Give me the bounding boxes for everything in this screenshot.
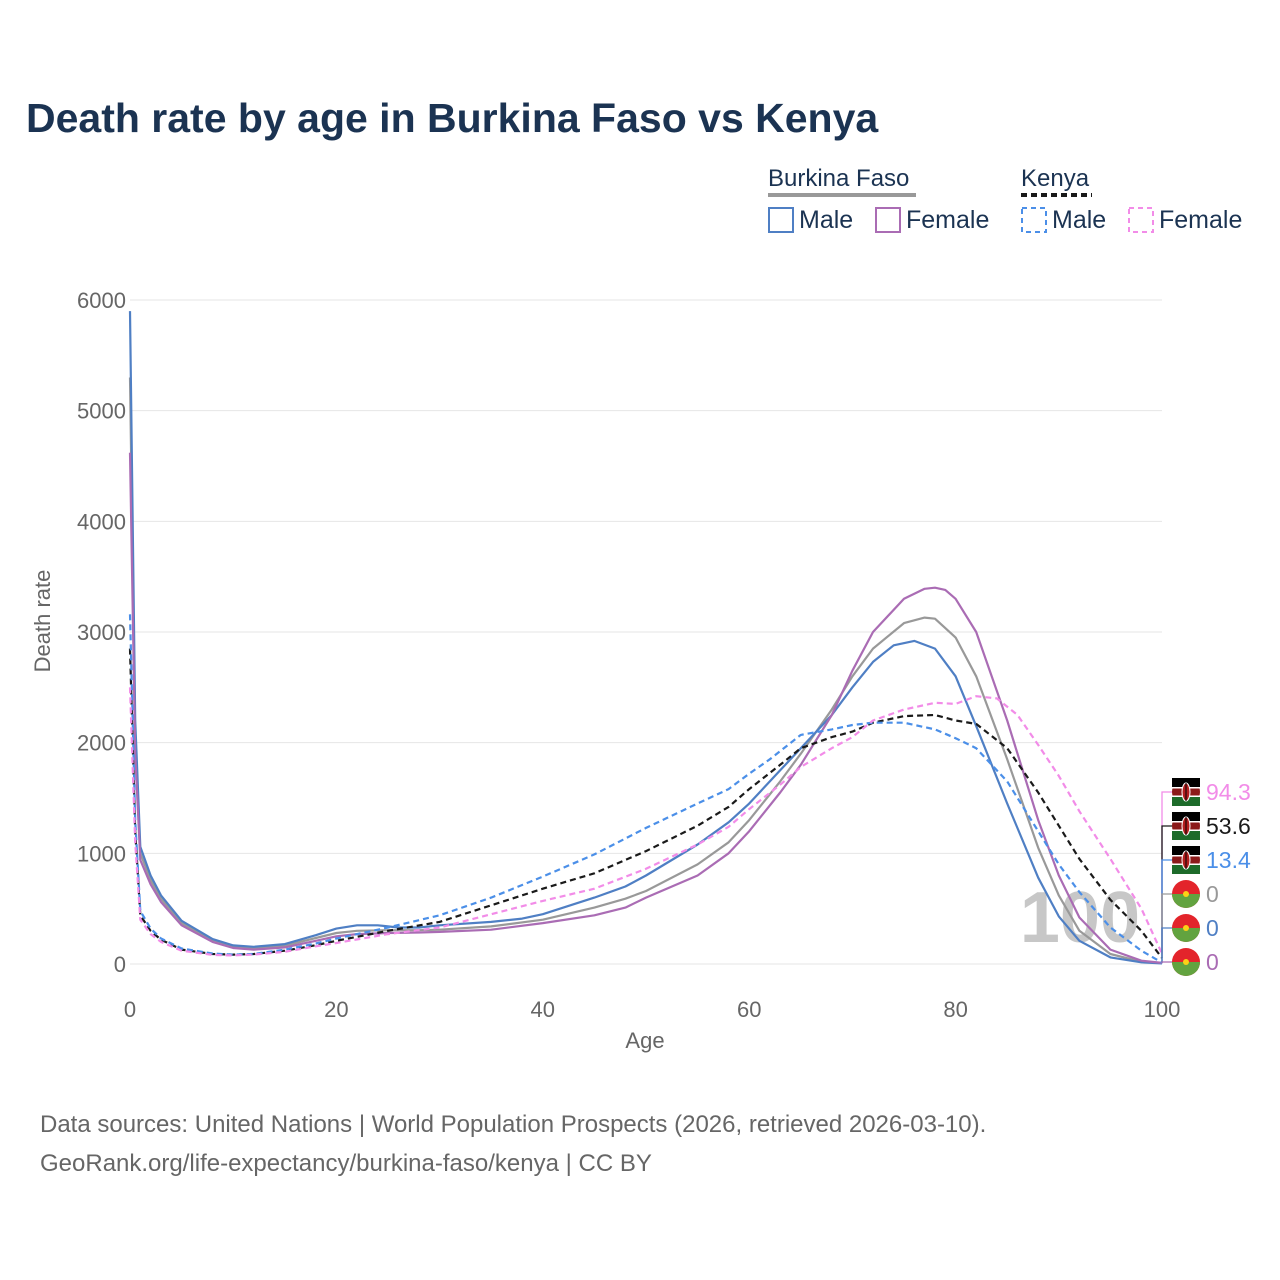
end-value-label: 94.3 <box>1206 779 1251 805</box>
end-value-label: 0 <box>1206 881 1219 907</box>
source-line-2: GeoRank.org/life-expectancy/burkina-faso… <box>40 1150 652 1177</box>
legend-group-burkina-faso: Burkina Faso <box>768 165 909 192</box>
y-tick-label: 2000 <box>77 731 126 756</box>
x-tick-label: 20 <box>324 997 348 1022</box>
y-tick-label: 5000 <box>77 399 126 424</box>
y-tick-label: 0 <box>114 952 126 977</box>
legend-label-bf-male: Male <box>799 206 853 234</box>
end-label-connector <box>1161 859 1172 963</box>
gridlines <box>130 299 1162 965</box>
legend-label-ke-female: Female <box>1159 206 1242 234</box>
x-axis-label: Age <box>625 1028 664 1053</box>
end-label-connector <box>1161 961 1172 963</box>
x-tick-label: 80 <box>943 997 967 1022</box>
kenya-flag-icon <box>1172 812 1200 840</box>
kenya-flag-icon <box>1172 846 1200 874</box>
legend-label-ke-male: Male <box>1052 206 1106 234</box>
series-line-burkina-faso-male <box>128 311 1163 965</box>
legend-group-kenya: Kenya <box>1021 165 1090 192</box>
x-tick-label: 40 <box>531 997 555 1022</box>
series-line-kenya-female <box>128 687 1163 957</box>
series-lines <box>128 311 1163 965</box>
series-line-burkina-faso-female <box>128 452 1163 964</box>
legend-swatch-ke-male <box>1021 207 1047 233</box>
x-tick-label: 100 <box>1144 997 1181 1022</box>
end-label-connector <box>1161 791 1172 954</box>
x-tick-label: 0 <box>124 997 136 1022</box>
end-value-label: 0 <box>1206 915 1219 941</box>
end-label-connector <box>1161 825 1172 958</box>
legend-swatch-bf-male <box>768 207 794 233</box>
kenya-flag-icon <box>1172 778 1200 806</box>
burkina-faso-flag-icon <box>1172 948 1200 976</box>
burkina-faso-flag-icon <box>1172 914 1200 942</box>
end-label-connector <box>1161 927 1172 964</box>
end-value-label: 13.4 <box>1206 847 1251 873</box>
legend-swatch-bf-female <box>875 207 901 233</box>
x-tick-label: 60 <box>737 997 761 1022</box>
end-value-label: 53.6 <box>1206 813 1251 839</box>
source-line-1: Data sources: United Nations | World Pop… <box>40 1111 986 1138</box>
chart-title: Death rate by age in Burkina Faso vs Ken… <box>26 95 879 141</box>
burkina-faso-flag-icon <box>1172 880 1200 908</box>
x-tick-labels: 0 20 40 60 80 100 <box>124 997 1180 1022</box>
end-labels: 94.3 53.6 13.4 0 0 0 <box>1161 778 1251 976</box>
y-axis-label: Death rate <box>30 570 55 673</box>
y-tick-labels: 0 1000 2000 3000 4000 5000 6000 <box>77 288 126 977</box>
y-tick-label: 1000 <box>77 841 126 866</box>
legend-label-bf-female: Female <box>906 206 989 234</box>
series-line-burkina-faso-total <box>128 377 1163 964</box>
legend-swatch-ke-female <box>1128 207 1154 233</box>
series-line-kenya-male <box>128 614 1163 964</box>
y-tick-label: 3000 <box>77 620 126 645</box>
legend: Burkina Faso Kenya Male Female Male Fema… <box>768 165 1242 234</box>
y-tick-label: 4000 <box>77 509 126 534</box>
end-value-label: 0 <box>1206 949 1219 975</box>
y-tick-label: 6000 <box>77 288 126 313</box>
